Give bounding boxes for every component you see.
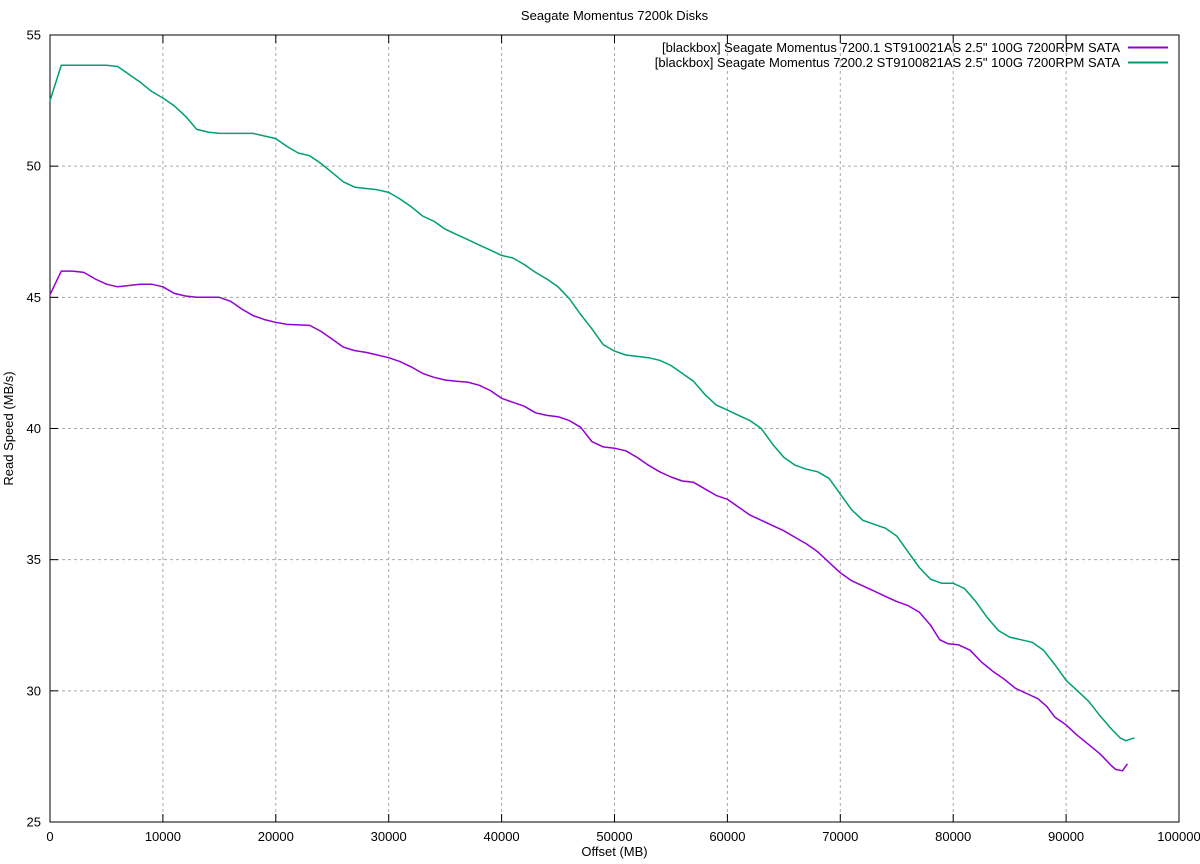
x-tick-label: 70000 (822, 829, 858, 844)
legend-entry-label: [blackbox] Seagate Momentus 7200.2 ST910… (655, 55, 1121, 70)
x-axis-label: Offset (MB) (581, 844, 647, 859)
y-tick-label: 40 (27, 421, 41, 436)
legend-entry-label: [blackbox] Seagate Momentus 7200.1 ST910… (662, 40, 1120, 55)
x-tick-label: 50000 (596, 829, 632, 844)
x-tick-label: 100000 (1157, 829, 1200, 844)
x-tick-label: 30000 (371, 829, 407, 844)
y-tick-label: 35 (27, 552, 41, 567)
x-tick-label: 20000 (258, 829, 294, 844)
x-tick-label: 10000 (145, 829, 181, 844)
y-tick-label: 50 (27, 159, 41, 174)
y-tick-label: 30 (27, 683, 41, 698)
series-line-1 (49, 64, 1135, 742)
x-tick-label: 0 (46, 829, 53, 844)
y-axis-label: Read Speed (MB/s) (1, 371, 16, 485)
series-line-0 (49, 270, 1128, 772)
x-tick-label: 60000 (709, 829, 745, 844)
y-tick-label: 25 (27, 815, 41, 830)
y-tick-label: 55 (27, 28, 41, 43)
x-tick-label: 80000 (935, 829, 971, 844)
y-tick-label: 45 (27, 290, 41, 305)
chart-title: Seagate Momentus 7200k Disks (521, 8, 709, 23)
x-tick-label: 90000 (1048, 829, 1084, 844)
x-tick-label: 40000 (484, 829, 520, 844)
